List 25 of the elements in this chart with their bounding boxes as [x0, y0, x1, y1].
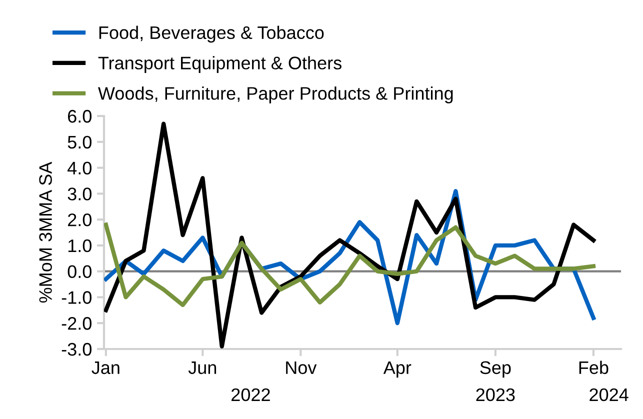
legend-label: Woods, Furniture, Paper Products & Printing [98, 86, 453, 104]
y-tick-label: 4.0 [68, 162, 92, 174]
y-tick-label: 2.0 [68, 213, 92, 226]
x-tick-label: Feb [579, 360, 608, 374]
x-tick-label: Jan [92, 361, 120, 374]
line-series [104, 222, 596, 308]
x2-tick-label: 2023 [476, 388, 515, 402]
line-series [104, 122, 596, 348]
legend-label: Transport Equipment & Others [98, 56, 342, 73]
x-tick-label: Jun [188, 361, 216, 374]
x-tick-label: Sep [480, 361, 511, 378]
x2-tick-label: 2022 [232, 388, 270, 402]
y-axis-title: %MoM 3MMA SA [39, 162, 52, 303]
y-tick-label: 5.0 [68, 136, 92, 149]
y-tick-label: -1.0 [62, 291, 92, 304]
x-tick-label: Nov [286, 361, 317, 374]
y-tick-label: 1.0 [68, 239, 92, 252]
y-tick-label: 3.0 [68, 188, 92, 200]
x2-tick-label: 2024 [590, 388, 628, 402]
y-tick-label: -2.0 [62, 317, 92, 330]
x-tick-label: Apr [383, 361, 412, 378]
y-tick-label: 0.0 [68, 265, 92, 278]
legend-label: Food, Beverages & Tobacco [99, 26, 324, 43]
y-tick-label: 6.0 [68, 110, 92, 123]
y-tick-label: -3.0 [62, 342, 92, 356]
